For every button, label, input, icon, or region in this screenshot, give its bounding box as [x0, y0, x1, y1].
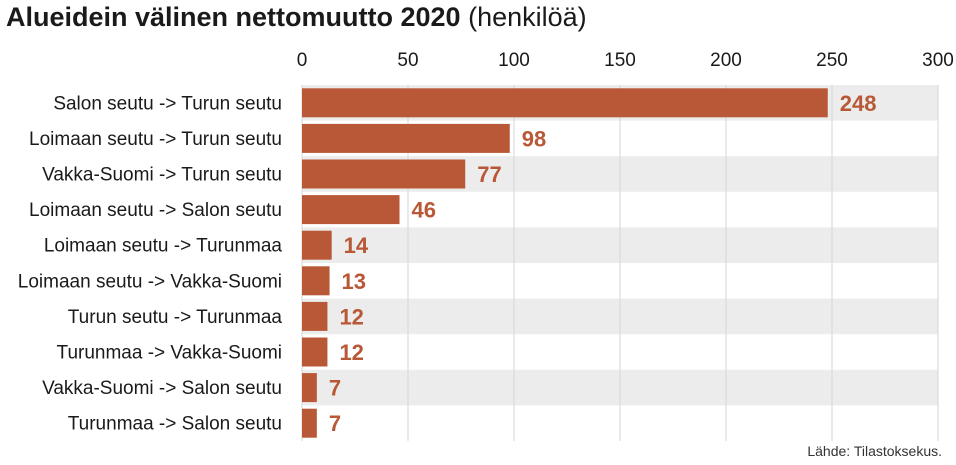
bar [302, 123, 510, 153]
value-label: 13 [342, 269, 366, 294]
chart-subtitle: (henkilöä) [468, 2, 587, 32]
bar [302, 408, 317, 438]
value-label: 14 [344, 233, 369, 258]
bar [302, 373, 317, 403]
chart-title-main: Alueidein välinen nettomuutto 2020 [6, 2, 461, 32]
value-label: 77 [477, 162, 501, 187]
category-label: Vakka-Suomi -> Turun seutu [42, 165, 282, 186]
category-label: Turun seutu -> Turunmaa [68, 307, 283, 328]
bar [302, 301, 328, 331]
value-label: 248 [840, 91, 877, 116]
value-label: 7 [329, 411, 341, 436]
x-tick-label: 100 [498, 50, 530, 71]
value-label: 12 [339, 304, 363, 329]
category-label: Turunmaa -> Vakka-Suomi [57, 343, 282, 364]
value-label: 7 [329, 376, 341, 401]
category-label: Loimaan seutu -> Turunmaa [44, 236, 283, 257]
bar [302, 159, 466, 189]
category-label: Turunmaa -> Salon seutu [68, 414, 282, 435]
x-tick-label: 200 [710, 50, 742, 71]
x-tick-label: 150 [604, 50, 636, 71]
bar [302, 337, 328, 367]
bar [302, 266, 330, 296]
value-label: 12 [339, 340, 363, 365]
x-tick-label: 50 [397, 50, 418, 71]
bar [302, 88, 828, 118]
value-label: 98 [522, 126, 546, 151]
category-label: Vakka-Suomi -> Salon seutu [42, 378, 282, 399]
chart-title: Alueidein välinen nettomuutto 2020 (henk… [6, 2, 587, 33]
source-note: Lähde: Tilastoksekus. [807, 443, 942, 459]
bar [302, 230, 332, 260]
category-label: Salon seutu -> Turun seutu [53, 93, 282, 114]
bar [302, 195, 400, 225]
category-label: Loimaan seutu -> Vakka-Suomi [18, 271, 282, 292]
value-label: 46 [412, 198, 436, 223]
x-tick-label: 300 [922, 50, 954, 71]
x-tick-label: 0 [297, 50, 308, 71]
category-label: Loimaan seutu -> Salon seutu [29, 200, 282, 221]
x-tick-label: 250 [816, 50, 848, 71]
category-label: Loimaan seutu -> Turun seutu [29, 129, 282, 150]
